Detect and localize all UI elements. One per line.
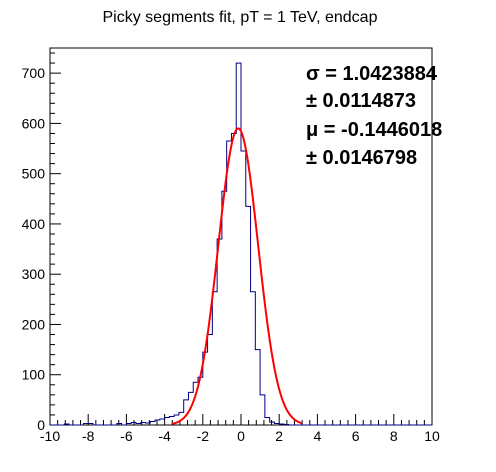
y-tick-label: 500 (22, 166, 46, 182)
y-tick-label: 400 (22, 216, 46, 232)
x-tick-label: -10 (40, 428, 60, 444)
histogram-series (50, 62, 432, 426)
y-axis: 0 100 200 300 400 500 600 700 (22, 52, 61, 433)
x-tick-label: -2 (197, 428, 210, 444)
sigma-error: ± 0.0114873 (306, 90, 416, 112)
y-tick-label: 100 (22, 367, 46, 383)
fit-stats-box: σ = 1.0423884 ± 0.0114873 μ = -0.1446018… (306, 63, 442, 169)
x-tick-label: 2 (275, 428, 283, 444)
y-tick-label: 200 (22, 316, 46, 332)
x-tick-label: 10 (424, 428, 440, 444)
x-tick-label: 8 (390, 428, 398, 444)
gaussian-fit-curve (172, 127, 303, 425)
x-tick-label: -8 (82, 428, 95, 444)
y-tick-label: 700 (22, 65, 46, 81)
y-tick-label: 300 (22, 266, 46, 282)
x-tick-label: 4 (314, 428, 322, 444)
sigma-value: σ = 1.0423884 (306, 63, 438, 85)
mu-error: ± 0.0146798 (306, 147, 417, 169)
x-tick-label: 0 (237, 428, 245, 444)
x-tick-label: -6 (120, 428, 133, 444)
y-tick-label: 600 (22, 115, 46, 131)
y-tick-label: 0 (37, 417, 45, 433)
x-axis: -10 -8 -6 -4 -2 0 2 4 6 8 10 (40, 414, 440, 444)
mu-value: μ = -0.1446018 (306, 119, 442, 141)
chart-title: Picky segments fit, pT = 1 TeV, endcap (103, 9, 378, 26)
x-tick-label: 6 (352, 428, 360, 444)
x-tick-label: -4 (158, 428, 171, 444)
